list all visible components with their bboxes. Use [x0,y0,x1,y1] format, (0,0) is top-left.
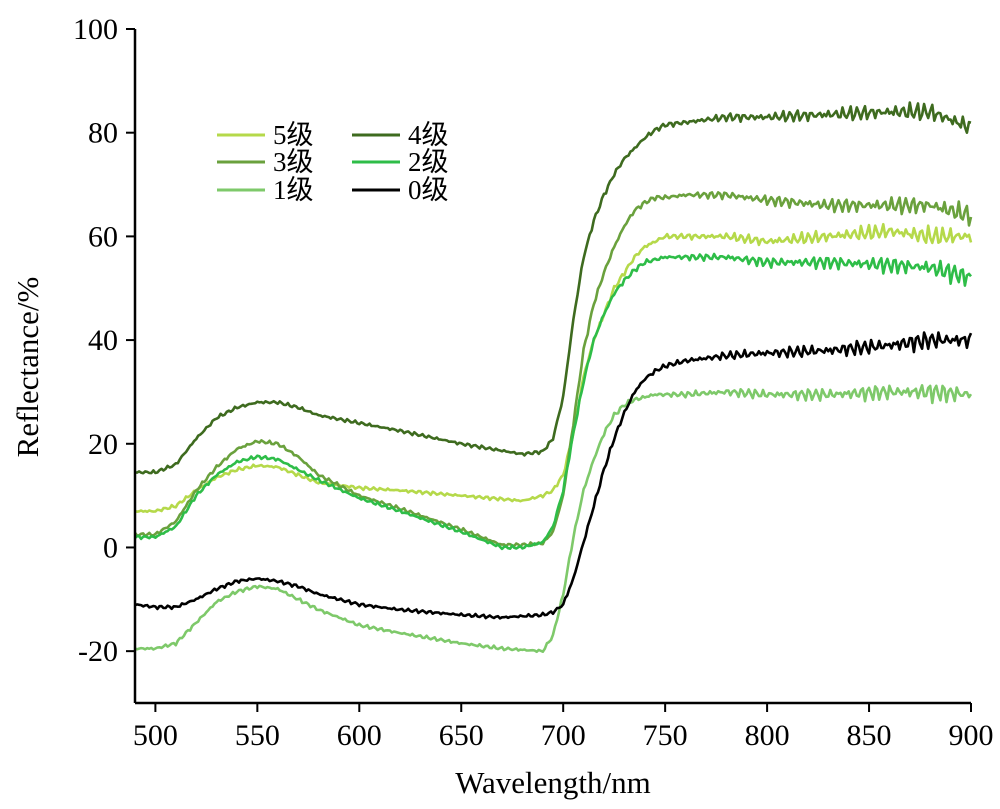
y-tick-label: 60 [88,220,118,253]
x-tick-label: 700 [541,719,586,752]
legend-label: 1级 [273,175,314,205]
series-line-3 [134,252,972,551]
y-tick-label: 100 [73,13,118,46]
x-tick-label: 850 [847,719,892,752]
legend-label: 3级 [273,147,314,177]
y-tick-label: 80 [88,117,118,150]
x-tick-label: 500 [133,719,178,752]
series-line-5 [134,331,973,620]
series-line-0 [134,222,973,514]
x-tick-label: 650 [439,719,484,752]
x-tick-label: 900 [949,719,994,752]
series-lines [133,101,973,654]
x-axis-title: Wavelength/nm [455,765,651,800]
series-line-1 [134,101,972,475]
series-line-2 [133,191,973,548]
x-tick-label: 800 [745,719,790,752]
x-tick-label: 600 [337,719,382,752]
x-tick-label: 550 [235,719,280,752]
y-tick-label: 20 [88,428,118,461]
y-tick-label: -20 [78,635,118,668]
legend: 5级 4级 3级 2级 1级 0级 [217,120,449,205]
y-tick-label: 40 [88,324,118,357]
y-axis-title: Reflectance/% [10,277,45,458]
series-line-4 [134,384,973,654]
legend-label: 5级 [273,120,314,150]
legend-label: 2级 [408,147,449,177]
x-tick-label: 750 [643,719,688,752]
legend-label: 0级 [408,175,449,205]
axis-ticks: 500 550 600 650 700 750 800 850 900 -20 0 20 40 60 80 1… [73,13,994,752]
y-tick-label: 0 [103,531,118,564]
axes [133,29,971,705]
legend-label: 4级 [408,120,449,150]
